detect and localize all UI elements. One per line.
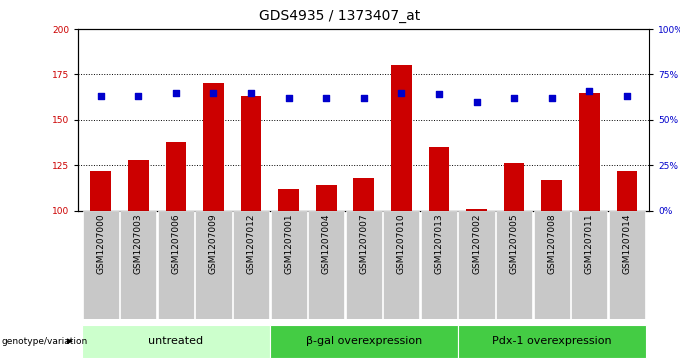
- Point: [245, 90, 256, 95]
- Bar: [241, 96, 261, 211]
- Point: [584, 88, 595, 94]
- Bar: [158, 211, 194, 319]
- Point: [471, 99, 482, 105]
- Bar: [504, 163, 524, 211]
- Bar: [458, 211, 494, 319]
- Point: [208, 90, 219, 95]
- Text: GSM1207005: GSM1207005: [509, 214, 519, 274]
- Bar: [391, 65, 411, 211]
- Text: Pdx-1 overexpression: Pdx-1 overexpression: [492, 336, 611, 346]
- Bar: [270, 325, 458, 358]
- Bar: [165, 142, 186, 211]
- Bar: [271, 211, 307, 319]
- Point: [133, 93, 143, 99]
- Point: [622, 93, 632, 99]
- Bar: [496, 211, 532, 319]
- Text: GSM1207007: GSM1207007: [359, 214, 369, 274]
- Bar: [354, 178, 374, 211]
- Bar: [128, 160, 149, 211]
- Text: GSM1207000: GSM1207000: [97, 214, 105, 274]
- Text: GDS4935 / 1373407_at: GDS4935 / 1373407_at: [259, 9, 421, 23]
- Text: GSM1207014: GSM1207014: [622, 214, 631, 274]
- Bar: [82, 325, 270, 358]
- Text: genotype/variation: genotype/variation: [1, 337, 88, 346]
- Bar: [278, 189, 299, 211]
- Text: untreated: untreated: [148, 336, 203, 346]
- Bar: [120, 211, 156, 319]
- Bar: [233, 211, 269, 319]
- Bar: [617, 171, 637, 211]
- Text: GSM1207011: GSM1207011: [585, 214, 594, 274]
- Bar: [466, 209, 487, 211]
- Text: GSM1207008: GSM1207008: [547, 214, 556, 274]
- Bar: [83, 211, 119, 319]
- Bar: [384, 211, 420, 319]
- Bar: [571, 211, 607, 319]
- Text: GSM1207013: GSM1207013: [435, 214, 443, 274]
- Bar: [90, 171, 111, 211]
- Point: [321, 95, 332, 101]
- Text: GSM1207004: GSM1207004: [322, 214, 330, 274]
- Text: GSM1207012: GSM1207012: [247, 214, 256, 274]
- Point: [434, 91, 445, 97]
- Text: GSM1207002: GSM1207002: [472, 214, 481, 274]
- Point: [171, 90, 182, 95]
- Bar: [541, 180, 562, 211]
- Bar: [345, 211, 382, 319]
- Bar: [609, 211, 645, 319]
- Point: [546, 95, 557, 101]
- Bar: [458, 325, 645, 358]
- Bar: [195, 211, 231, 319]
- Text: GSM1207009: GSM1207009: [209, 214, 218, 274]
- Point: [283, 95, 294, 101]
- Point: [95, 93, 106, 99]
- Bar: [316, 185, 337, 211]
- Bar: [421, 211, 457, 319]
- Bar: [428, 147, 449, 211]
- Point: [396, 90, 407, 95]
- Text: GSM1207001: GSM1207001: [284, 214, 293, 274]
- Point: [358, 95, 369, 101]
- Text: GSM1207006: GSM1207006: [171, 214, 180, 274]
- Text: β-gal overexpression: β-gal overexpression: [306, 336, 422, 346]
- Bar: [579, 93, 600, 211]
- Bar: [203, 83, 224, 211]
- Text: GSM1207003: GSM1207003: [134, 214, 143, 274]
- Bar: [534, 211, 570, 319]
- Text: GSM1207010: GSM1207010: [397, 214, 406, 274]
- Bar: [308, 211, 344, 319]
- Point: [509, 95, 520, 101]
